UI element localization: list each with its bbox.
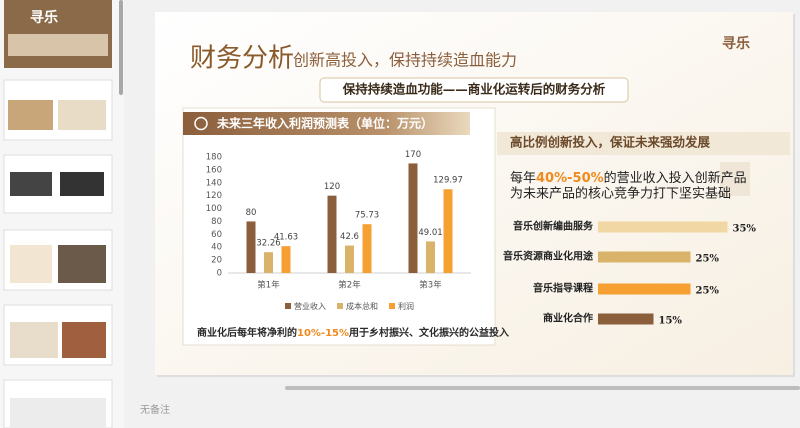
y-tick-label: 180 (206, 153, 222, 163)
intro-line: 每年40%-50%的营业收入投入创新产品 (510, 170, 747, 186)
y-tick-label: 80 (211, 217, 222, 227)
thumbnail[interactable] (3, 79, 113, 141)
y-tick-label: 160 (206, 165, 222, 175)
intro-highlight: 40%-50% (536, 171, 604, 186)
bar (443, 189, 453, 273)
y-tick-label: 120 (206, 191, 222, 201)
sidebar-scrollbar[interactable] (119, 0, 123, 95)
bar (598, 251, 691, 263)
thumbnail[interactable] (3, 229, 113, 291)
footnote-highlight: 10%-15% (297, 328, 349, 339)
banner-box (319, 77, 629, 103)
footnote-text: 商业化后每年将净利的 (197, 326, 297, 339)
watermark-block (720, 162, 750, 196)
intro-text: 的营业收入投入创新产品 (604, 170, 747, 186)
logo: 寻乐 (722, 35, 750, 52)
right-header: 高比例创新投入，保证未来强劲发展 (510, 135, 711, 150)
value-label: 120 (324, 182, 340, 192)
bar (246, 221, 256, 273)
left-header: 未来三年收入利润预测表（单位：万元） (216, 116, 433, 131)
y-tick-label: 60 (211, 230, 222, 240)
bar-category: 音乐资源商业化用途 (503, 250, 594, 263)
footnote-text: 用于乡村振兴、文化振兴的公益投入 (348, 326, 509, 339)
thumbnail[interactable] (3, 379, 113, 428)
value-label: 32.26 (256, 239, 280, 249)
bar-category: 音乐创新编曲服务 (513, 220, 594, 233)
thumbnail[interactable]: 寻乐 (4, 0, 112, 68)
thumbnail[interactable] (3, 154, 113, 214)
value-label: 25% (696, 254, 720, 265)
value-label: 25% (696, 286, 720, 297)
bar (426, 241, 435, 273)
y-tick-label: 20 (211, 256, 222, 266)
slide-title: 财务分析 (190, 44, 294, 74)
bar-category: 音乐指导课程 (533, 282, 593, 295)
value-label: 170 (405, 150, 421, 160)
value-label: 15% (659, 316, 683, 327)
value-label: 41.63 (274, 233, 298, 243)
x-tick-label: 第3年 (419, 280, 442, 291)
thumbnail[interactable] (3, 304, 113, 366)
legend-label: 营业收入 (294, 301, 326, 311)
y-tick-label: 0 (217, 269, 222, 279)
bar-category: 商业化合作 (543, 312, 593, 325)
legend-swatch (337, 303, 343, 309)
slide-subtitle: 创新高投入，保持持续造血能力 (293, 51, 517, 70)
bar (362, 224, 372, 273)
thumbnail-title: 寻乐 (30, 9, 58, 26)
value-label: 49.01 (418, 228, 442, 238)
bar (327, 195, 337, 273)
bar (598, 313, 654, 325)
bar (345, 245, 354, 273)
footnote: 商业化后每年将净利的10%-15%用于乡村振兴、文化振兴的公益投入 (197, 326, 509, 339)
legend-swatch (285, 303, 291, 309)
notes[interactable]: 无备注 (140, 403, 170, 416)
allocation-chart: 音乐创新编曲服务 35% 音乐资源商业化用途 25% 音乐指导课程 25% 商业化合作 15% (503, 220, 756, 327)
x-tick-label: 第1年 (257, 280, 280, 291)
legend-label: 利润 (398, 301, 414, 311)
intro-line: 为未来产品的核心竞争力打下坚实基础 (510, 186, 731, 202)
bar (598, 221, 728, 233)
bar (408, 163, 418, 273)
bar (598, 283, 691, 295)
intro-text: 每年 (510, 170, 536, 186)
left-header-box (183, 112, 470, 135)
banner: 保持持续造血功能——商业化运转后的财务分析 (342, 82, 606, 97)
bar (281, 246, 291, 273)
horizontal-scrollbar[interactable] (285, 386, 800, 390)
value-label: 129.97 (433, 176, 463, 186)
value-label: 80 (246, 208, 257, 218)
value-label: 35% (733, 224, 757, 235)
bar (264, 252, 273, 273)
header-icon (194, 116, 208, 131)
value-label: 42.6 (340, 232, 359, 242)
y-tick-label: 100 (206, 204, 222, 214)
legend-swatch (389, 303, 395, 309)
value-label: 75.73 (355, 211, 379, 221)
y-tick-label: 40 (211, 243, 222, 253)
y-tick-label: 140 (206, 178, 222, 188)
legend-label: 成本总和 (346, 301, 378, 311)
x-tick-label: 第2年 (338, 280, 361, 291)
right-header-box (497, 132, 790, 155)
